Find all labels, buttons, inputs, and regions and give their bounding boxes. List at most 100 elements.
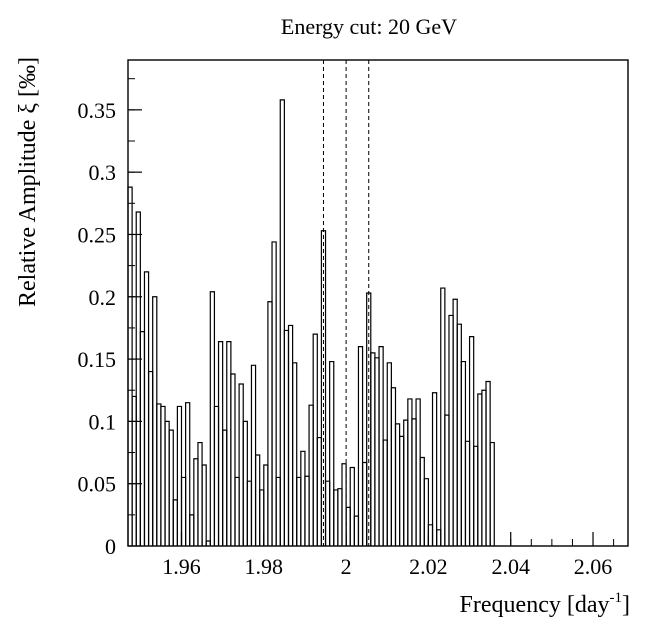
histogram-bin [444,414,450,546]
histogram-bin [320,230,327,546]
histogram-bin [489,441,495,546]
histogram-bin [250,364,257,546]
histogram-bin [160,405,166,546]
histogram-bin [279,99,285,546]
x-tick-label: 2.04 [491,554,530,579]
histogram-bin [481,389,487,546]
histogram-bin [411,418,417,546]
histogram-bin [407,398,413,546]
histogram-bin [460,360,467,546]
histogram-bin [382,439,388,546]
histogram-bin [464,440,471,546]
histogram-bin [217,341,224,546]
histogram-bin [423,478,430,546]
histogram-bin [390,387,397,546]
histogram-bin [234,476,240,546]
histogram-bin [263,464,269,546]
histogram-bin [226,341,232,546]
histogram-bin [296,476,302,546]
histogram-bin [341,463,347,546]
histogram-bin [254,454,261,546]
histogram-bin [172,499,178,546]
y-tick-label: 0.3 [89,160,117,185]
histogram-bin [189,514,195,546]
histogram-bin [329,360,335,546]
histogram-bin [267,301,273,546]
histogram-bin [127,186,133,546]
x-axis: 1.96 1.98 2 2.02 2.04 2.06 [139,532,615,579]
histogram-bin [143,271,150,546]
x-tick-label: 1.98 [245,554,284,579]
histogram-bin [164,420,170,546]
y-tick-label: 0.15 [78,347,117,372]
histogram-bin [485,380,491,546]
histogram-bin [139,331,146,546]
histogram-bin [477,393,483,546]
y-tick-label: 0.25 [78,222,117,247]
x-axis-label-main: Frequency [day [460,592,610,618]
histogram-bin [292,362,298,546]
histogram-bin [222,429,228,546]
histogram-bin [176,405,183,546]
histogram-bin [361,461,368,546]
histogram-bin [456,323,462,546]
histogram-bin [193,458,199,546]
histogram-bin [135,211,141,546]
histogram-bin [448,314,454,546]
histogram-bin [275,476,281,546]
plot-area [127,59,629,547]
x-tick-label: 1.96 [162,554,201,579]
histogram-bin [259,489,265,546]
histogram-bin [156,403,162,546]
histogram-bin [349,466,355,546]
histogram-bin [283,329,290,546]
histogram-bin [300,450,306,546]
histogram-bin [374,357,380,546]
histogram-bins [127,99,495,546]
histogram-bin [131,395,137,546]
y-axis-label: Relative Amplitude ξ [‰] [15,57,41,307]
histogram-bin [394,423,401,546]
histogram-bin [436,529,442,546]
histogram-bin [468,336,475,546]
histogram-bin [308,404,314,546]
histogram-bin [345,506,351,546]
histogram-bin [312,333,318,546]
histogram-bin [353,515,360,546]
histogram-bin [427,524,434,546]
histogram-bin [452,298,458,546]
y-axis: 0 0.05 0.1 0.15 0.2 0.25 0.3 0.35 [78,78,142,559]
histogram-bin [168,429,174,546]
histogram-bin [230,373,236,546]
histogram-bin [180,476,187,546]
x-axis-label: Frequency [day-1] [460,590,630,618]
histogram-bin [337,488,343,546]
x-tick-label: 2.02 [409,554,448,579]
histogram-bin [440,287,446,546]
histogram-bin [316,436,323,546]
x-tick-label: 2.06 [574,554,613,579]
histogram-bin [152,296,158,546]
chart-title: Energy cut: 20 GeV [281,14,457,39]
histogram-bin [205,540,211,546]
x-tick-label: 2 [341,554,352,579]
histogram-bin [246,480,253,546]
histogram-bin [415,398,421,546]
histogram-bin [242,420,248,546]
histogram-bin [431,392,438,546]
histogram-bin [378,346,384,546]
histogram-bin [403,419,409,546]
histogram-bin [386,362,392,546]
histogram-bin [324,480,331,546]
x-axis-label-sup: -1 [610,590,623,606]
histogram-bin [201,464,207,546]
histogram-bin [419,456,425,546]
histogram-bin [147,370,154,546]
histogram-bin [333,489,339,546]
y-tick-label: 0.1 [89,409,117,434]
histogram-bin [238,383,244,546]
y-tick-label: 0 [105,534,116,559]
histogram-bin [271,241,277,546]
histogram-bin [357,346,364,546]
